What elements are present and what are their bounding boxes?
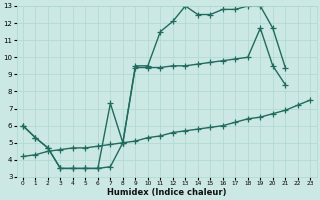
X-axis label: Humidex (Indice chaleur): Humidex (Indice chaleur) [107, 188, 226, 197]
